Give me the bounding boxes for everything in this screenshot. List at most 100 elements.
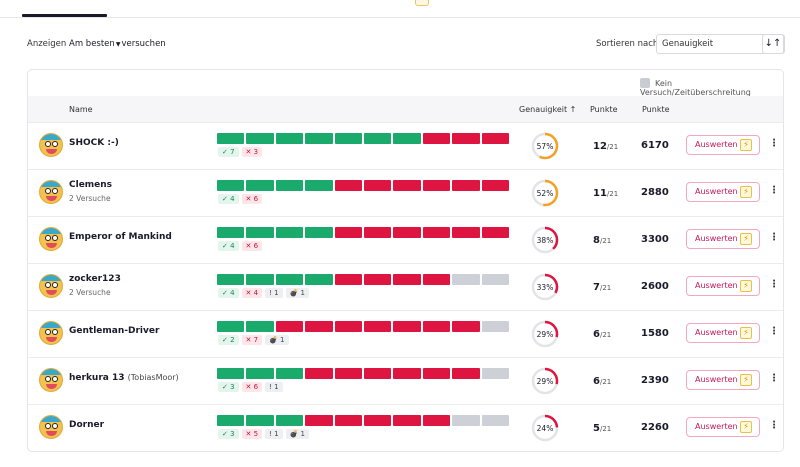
evaluate-button[interactable]: Auswerten ⚡ xyxy=(686,417,760,437)
show-select[interactable]: Am besten▼versuchen xyxy=(69,39,166,49)
answer-segment-correct xyxy=(334,133,363,144)
answer-segment-correct xyxy=(217,180,245,191)
answer-bar xyxy=(217,415,510,426)
answer-segment-wrong xyxy=(334,415,363,426)
show-value: Am besten xyxy=(69,39,115,49)
score: 6/21 xyxy=(593,376,611,387)
answer-segment-wrong xyxy=(393,274,421,285)
player-name-text: zocker123 xyxy=(69,274,121,284)
answer-segment-wrong xyxy=(393,415,421,426)
evaluate-button[interactable]: Auswerten ⚡ xyxy=(686,182,760,202)
answer-segment-wrong xyxy=(334,180,363,191)
avatar-mouth xyxy=(46,431,57,436)
avatar xyxy=(39,321,63,345)
answer-segment-wrong xyxy=(364,321,392,332)
more-options-icon[interactable]: ⋮ xyxy=(769,138,779,149)
accuracy-gauge: 57% xyxy=(531,132,559,160)
more-options-icon[interactable]: ⋮ xyxy=(769,232,779,243)
sort-label: Sortieren nach: xyxy=(596,39,662,49)
answer-segment-wrong xyxy=(422,180,451,191)
avatar-mouth xyxy=(46,290,57,295)
gauge-fill xyxy=(531,179,559,207)
answer-segment-wrong xyxy=(275,321,304,332)
bomb-badge: 💣 1 xyxy=(285,429,309,439)
score-total: /21 xyxy=(599,284,612,292)
player-alias: (TobiasMoor) xyxy=(127,373,179,382)
score-value: 5 xyxy=(593,423,600,434)
evaluate-button[interactable]: Auswerten ⚡ xyxy=(686,135,760,155)
answer-segment-wrong xyxy=(393,227,421,238)
points: 2880 xyxy=(641,187,669,198)
points: 3300 xyxy=(641,234,669,245)
evaluate-button[interactable]: Auswerten ⚡ xyxy=(686,229,760,249)
score-value: 11 xyxy=(593,188,607,199)
accuracy-value: 29% xyxy=(537,330,554,339)
lightning-icon: ⚡ xyxy=(740,280,752,292)
more-options-icon[interactable]: ⋮ xyxy=(769,373,779,384)
answer-segment-correct xyxy=(275,415,304,426)
answer-segment-wrong xyxy=(364,368,392,379)
score-value: 12 xyxy=(593,141,607,152)
correct-badge: ✓ 4 xyxy=(218,194,239,204)
wrong-badge: ✕ 4 xyxy=(241,288,263,298)
evaluate-button[interactable]: Auswerten ⚡ xyxy=(686,323,760,343)
results-card: Kein Versuch/Zeitüberschreitung Name Gen… xyxy=(27,69,784,452)
gauge-fill xyxy=(531,273,559,301)
answer-segment-none xyxy=(481,274,510,285)
more-options-icon[interactable]: ⋮ xyxy=(769,279,779,290)
points: 6170 xyxy=(641,140,669,151)
more-options-icon[interactable]: ⋮ xyxy=(769,326,779,337)
table-row: Gentleman-Driver ✓ 2 ✕ 7 💣 1 29% 6/21 1580 Ausw… xyxy=(28,310,783,357)
sort-select[interactable]: Genauigkeit ▼ xyxy=(656,34,785,54)
answer-segment-wrong xyxy=(393,180,421,191)
correct-badge: ✓ 3 xyxy=(218,382,239,392)
answer-bar xyxy=(217,368,510,379)
more-options-icon[interactable]: ⋮ xyxy=(769,185,779,196)
answer-segment-correct xyxy=(217,274,245,285)
answer-segment-none xyxy=(481,368,510,379)
evaluate-label: Auswerten xyxy=(695,422,738,431)
evaluate-button[interactable]: Auswerten ⚡ xyxy=(686,276,760,296)
player-name-text: Emperor of Mankind xyxy=(69,232,172,242)
more-options-icon[interactable]: ⋮ xyxy=(769,420,779,431)
active-tab-indicator[interactable] xyxy=(22,14,107,17)
answer-segment-correct xyxy=(275,274,304,285)
answer-segment-wrong xyxy=(452,321,480,332)
accuracy-value: 33% xyxy=(537,283,554,292)
sort-value: Genauigkeit xyxy=(662,39,714,49)
player-name: zocker123 xyxy=(69,274,121,284)
correct-badge: ✓ 7 xyxy=(218,147,239,157)
answer-bar xyxy=(217,321,510,332)
avatar xyxy=(39,180,63,204)
correct-badge: ✓ 4 xyxy=(218,288,239,298)
avatar-mouth xyxy=(46,337,57,342)
column-accuracy[interactable]: Genauigkeit ↑ xyxy=(519,105,577,114)
answer-segment-correct xyxy=(246,415,274,426)
answer-segment-correct xyxy=(275,180,304,191)
evaluate-button[interactable]: Auswerten ⚡ xyxy=(686,370,760,390)
accuracy-value: 24% xyxy=(537,424,554,433)
answer-segment-wrong xyxy=(422,368,451,379)
player-name-text: herkura 13 xyxy=(69,373,125,383)
answer-segment-correct xyxy=(305,180,333,191)
wrong-badge: ✕ 7 xyxy=(241,335,263,345)
answer-badges: ✓ 7 ✕ 3 xyxy=(218,147,263,157)
table-row: zocker123 2 Versuche ✓ 4 ✕ 4! 1 💣 1 33% 7/21 26… xyxy=(28,263,783,310)
answer-segment-wrong xyxy=(393,321,421,332)
sort-direction-button[interactable]: ↓↑ xyxy=(762,34,784,54)
lightning-icon: ⚡ xyxy=(740,374,752,386)
avatar-hat xyxy=(40,416,62,422)
accuracy-value: 57% xyxy=(537,142,554,151)
evaluate-label: Auswerten xyxy=(695,234,738,243)
score-total: /21 xyxy=(599,237,612,245)
column-name: Name xyxy=(69,105,93,114)
answer-segment-correct xyxy=(246,180,274,191)
column-points-score: Punkte xyxy=(642,105,670,114)
legend-label: Kein Versuch/Zeitüberschreitung xyxy=(640,79,751,97)
avatar xyxy=(39,368,63,392)
answer-segment-correct xyxy=(275,368,304,379)
points: 2260 xyxy=(641,422,669,433)
no-attempt-swatch xyxy=(640,78,650,88)
avatar-mouth xyxy=(46,149,57,154)
table-row: SHOCK :-) ✓ 7 ✕ 3 57% 12/21 6170 Auswerten ⚡ ⋮ xyxy=(28,122,783,169)
